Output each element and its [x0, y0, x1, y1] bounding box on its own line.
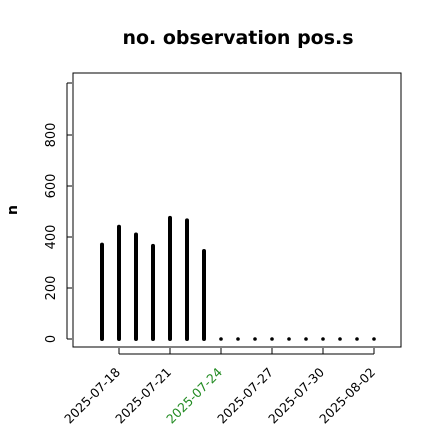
y-tick-label: 800	[44, 123, 59, 148]
zero-point	[270, 337, 274, 341]
zero-point	[304, 337, 308, 341]
zero-point	[287, 337, 291, 341]
y-axis-label: n	[5, 205, 21, 215]
zero-point	[236, 337, 240, 341]
y-tick-label: 0	[44, 335, 59, 343]
y-tick-label: 600	[44, 174, 59, 199]
zero-point	[355, 337, 359, 341]
zero-point	[219, 337, 223, 341]
y-tick-label: 400	[44, 225, 59, 250]
zero-point	[321, 337, 325, 341]
plot-frame	[72, 72, 402, 348]
bars	[100, 215, 376, 341]
y-axis: 0 200 400 600 800	[44, 82, 72, 343]
y-tick-label: 200	[44, 276, 59, 301]
x-axis: 2025-07-182025-07-212025-07-242025-07-27…	[61, 348, 378, 426]
chart-title: no. observation pos.s	[122, 27, 353, 49]
zero-point	[338, 337, 342, 341]
zero-point	[372, 337, 376, 341]
zero-point	[253, 337, 257, 341]
